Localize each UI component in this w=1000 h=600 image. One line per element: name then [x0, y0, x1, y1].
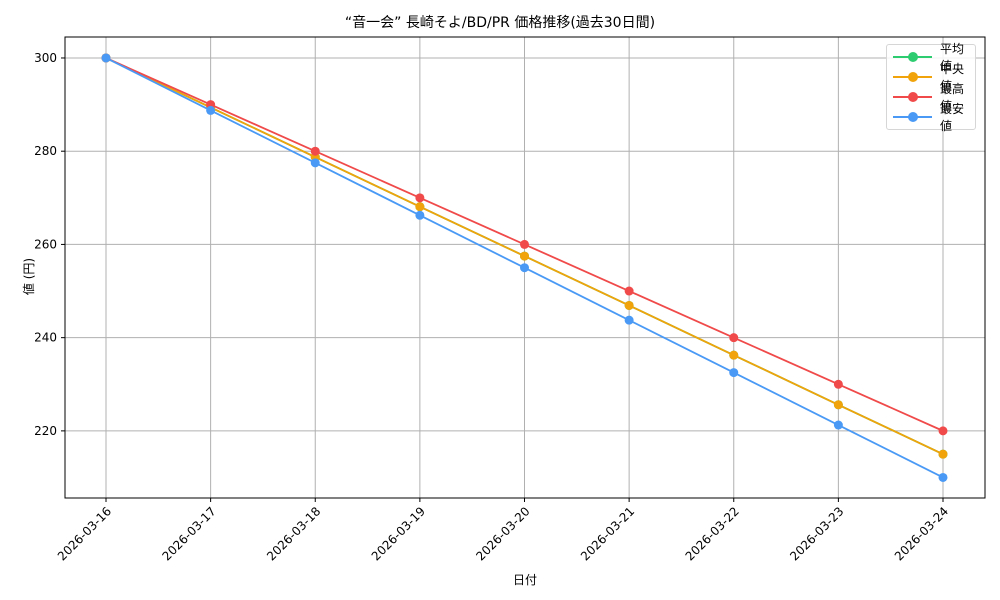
data-point	[310, 146, 320, 156]
series-最安値	[101, 53, 948, 482]
data-point	[415, 210, 425, 220]
x-tick-label: 2026-03-24	[892, 504, 951, 563]
legend-marker-icon	[893, 51, 932, 63]
data-point	[624, 286, 634, 296]
data-point	[520, 251, 529, 261]
legend-marker-icon	[893, 111, 932, 123]
legend-marker-icon	[893, 91, 932, 103]
legend-item: 中央値	[887, 62, 975, 93]
data-point	[415, 202, 425, 212]
data-point	[729, 368, 739, 378]
x-tick-label: 2026-03-16	[55, 504, 114, 563]
data-point	[624, 315, 634, 325]
data-point	[520, 263, 529, 273]
data-point	[938, 472, 948, 482]
data-point	[624, 300, 634, 310]
chart-title: “音一会” 長崎そよ/BD/PR 価格推移(過去30日間)	[344, 15, 656, 31]
x-tick-label: 2026-03-18	[264, 504, 323, 563]
y-tick-label: 300	[34, 51, 57, 65]
legend-label: 平均値	[939, 42, 964, 73]
data-point	[833, 379, 843, 389]
x-tick-label: 2026-03-19	[369, 504, 428, 563]
data-point	[938, 426, 948, 436]
x-tick-label: 2026-03-22	[683, 504, 742, 563]
legend-item: 最高値	[887, 82, 975, 113]
data-point	[729, 333, 739, 343]
y-tick-label: 240	[34, 331, 57, 345]
x-tick-label: 2026-03-21	[578, 504, 637, 563]
data-point	[206, 105, 216, 115]
legend: 平均値 中央値 最高値 最安値	[886, 42, 976, 133]
legend-label: 中央値	[939, 62, 964, 93]
legend-item: 最安値	[887, 102, 975, 133]
data-point	[101, 53, 111, 63]
legend-item: 平均値	[887, 42, 975, 73]
x-tick-label: 2026-03-23	[787, 504, 846, 563]
data-point	[520, 239, 529, 249]
y-tick-label: 260	[34, 237, 57, 251]
data-point	[729, 350, 739, 360]
y-tick-label: 280	[34, 144, 57, 158]
legend-label: 最安値	[939, 102, 964, 133]
x-axis-label: 日付	[512, 573, 537, 587]
legend-label: 最高値	[939, 82, 964, 113]
x-tick-label: 2026-03-20	[473, 504, 532, 563]
y-tick-label: 220	[34, 424, 57, 438]
legend-marker-icon	[893, 71, 932, 83]
data-point	[833, 400, 843, 410]
x-tick-label: 2026-03-17	[160, 504, 219, 563]
data-point	[310, 158, 320, 168]
data-point	[938, 449, 948, 459]
data-point	[415, 193, 425, 203]
data-point	[833, 420, 843, 430]
